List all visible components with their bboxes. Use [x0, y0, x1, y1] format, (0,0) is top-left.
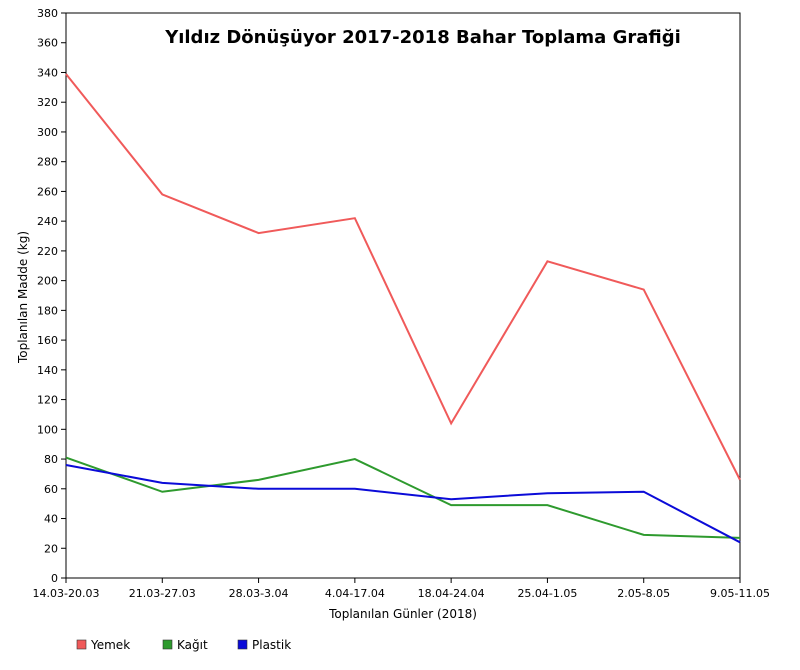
- x-tick-label: 4.04-17.04: [325, 587, 385, 600]
- legend-label: Plastik: [252, 638, 291, 652]
- y-tick-label: 340: [37, 66, 58, 79]
- y-tick-label: 160: [37, 334, 58, 347]
- plot-border: [65, 12, 741, 579]
- y-tick-label: 260: [37, 185, 58, 198]
- y-tick-label: 60: [44, 483, 58, 496]
- series-line-plastik: [65, 464, 741, 544]
- y-tick-label: 0: [51, 572, 58, 585]
- legend: Yemek Kağıt Plastik: [76, 638, 291, 652]
- y-tick-label: 380: [37, 7, 58, 20]
- plot-area: [65, 12, 741, 579]
- x-tick-label: 28.03-3.04: [229, 587, 289, 600]
- legend-swatch: [76, 639, 87, 650]
- y-axis-label: Toplanılan Madde (kg): [16, 231, 30, 364]
- series-lines: [65, 73, 741, 544]
- y-tick-label: 240: [37, 215, 58, 228]
- x-axis-label: Toplanılan Günler (2018): [328, 607, 477, 621]
- y-tick-label: 200: [37, 275, 58, 288]
- y-tick-label: 40: [44, 513, 58, 526]
- y-tick-label: 360: [37, 37, 58, 50]
- y-tick-label: 280: [37, 156, 58, 169]
- legend-label: Yemek: [90, 638, 130, 652]
- y-tick-label: 20: [44, 542, 58, 555]
- y-tick-label: 180: [37, 304, 58, 317]
- y-tick-label: 140: [37, 364, 58, 377]
- x-tick-label: 9.05-11.05: [710, 587, 770, 600]
- x-tick-label: 21.03-27.03: [129, 587, 196, 600]
- legend-item-yemek: Yemek: [76, 638, 130, 652]
- legend-item-plastik: Plastik: [237, 638, 291, 652]
- y-tick-label: 220: [37, 245, 58, 258]
- series-line-yemek: [65, 73, 741, 481]
- y-tick-label: 320: [37, 96, 58, 109]
- y-tick-label: 80: [44, 453, 58, 466]
- legend-label: Kağıt: [177, 638, 208, 652]
- series-line-kağıt: [65, 456, 741, 539]
- y-tick-label: 300: [37, 126, 58, 139]
- legend-item-kağıt: Kağıt: [162, 638, 208, 652]
- x-tick-label: 14.03-20.03: [33, 587, 100, 600]
- legend-swatch: [237, 639, 248, 650]
- x-tick-label: 18.04-24.04: [418, 587, 485, 600]
- x-tick-label: 25.04-1.05: [517, 587, 577, 600]
- chart-title: Yıldız Dönüşüyor 2017-2018 Bahar Toplama…: [164, 27, 681, 48]
- x-axis: 14.03-20.03 21.03-27.03 28.03-3.04 4.04-17.…: [33, 578, 770, 600]
- x-tick-label: 2.05-8.05: [617, 587, 670, 600]
- legend-swatch: [162, 639, 173, 650]
- y-axis: 0 20 40 60 80 100 120 140 160 180 200 220 240 260 280 3…: [37, 7, 66, 585]
- y-tick-label: 120: [37, 394, 58, 407]
- y-tick-label: 100: [37, 423, 58, 436]
